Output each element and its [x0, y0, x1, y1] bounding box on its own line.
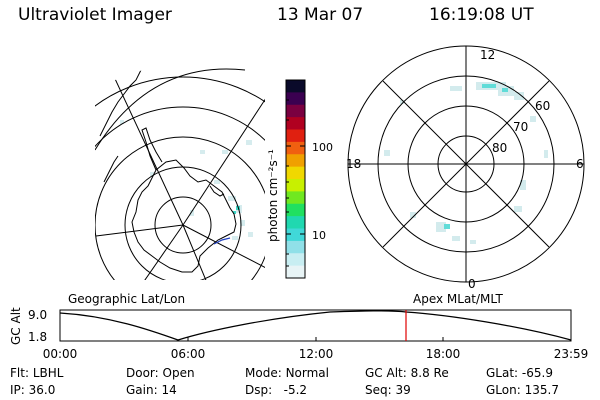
altitude-x-ticks [59, 337, 572, 341]
color-bar-segment [286, 80, 305, 93]
apex-panel-label: Apex MLat/MLT [413, 292, 503, 306]
altitude-plot-frame [59, 309, 572, 342]
mlt-label-0: 0 [468, 277, 476, 291]
color-bar-tick-10: 10 [312, 229, 326, 242]
geographic-panel-label: Geographic Lat/Lon [68, 292, 185, 306]
color-bar-tick-100: 100 [312, 141, 333, 154]
color-bar-segment [286, 104, 305, 118]
mode-value: Normal [285, 366, 329, 380]
altitude-x-tick-2359: 23:59 [554, 347, 589, 361]
seq-status: Seq: 39 [365, 383, 411, 397]
gain-label: Gain: [126, 383, 158, 397]
color-bar-segment [286, 129, 305, 143]
coast-fragment-2 [209, 185, 225, 197]
color-bar-segment [286, 253, 305, 267]
mlat-label-80: 80 [492, 141, 507, 155]
polar-aurora-pixels [384, 82, 548, 244]
geographic-aurora-bright [233, 206, 240, 214]
gain-value: 14 [161, 383, 177, 397]
altitude-x-tick-0600: 06:00 [171, 347, 206, 361]
dsp-label: Dsp: [245, 383, 273, 397]
meridian-lines [95, 67, 265, 280]
glat-value: -65.9 [521, 366, 553, 380]
seq-value: 39 [395, 383, 411, 397]
color-bar-segment [286, 166, 305, 180]
color-bar-frame [285, 79, 306, 279]
color-bar-segment [286, 265, 305, 279]
mlt-label-12: 12 [480, 48, 495, 62]
altitude-axis-label: GC Alt [9, 307, 23, 345]
filter-value: LBHL [32, 366, 64, 380]
color-bar-segment [286, 141, 305, 155]
seq-label: Seq: [365, 383, 392, 397]
door-status: Door: Open [126, 366, 195, 380]
altitude-x-tick-0000: 00:00 [43, 347, 78, 361]
door-value: Open [162, 366, 195, 380]
altitude-x-tick-1200: 12:00 [299, 347, 334, 361]
altitude-y-tick-1.8: 1.8 [28, 330, 47, 344]
antarctica-coastline [131, 159, 237, 273]
south-america-coastline [99, 65, 155, 137]
color-bar-segment [286, 117, 305, 131]
mlat-label-60: 60 [535, 99, 550, 113]
instrument-title: Ultraviolet Imager [18, 5, 172, 25]
polar-plot [347, 45, 585, 283]
altitude-y-tick-9: 9.0 [28, 308, 47, 322]
geographic-map [95, 65, 265, 280]
mlt-label-6: 6 [576, 157, 584, 171]
gcalt-value: 8.8 Re [410, 366, 449, 380]
color-bar-segment [286, 203, 305, 217]
gcalt-status: GC Alt: 8.8 Re [365, 366, 449, 380]
glon-label: GLon: [486, 383, 521, 397]
geographic-aurora-pixels [120, 120, 253, 240]
glon-value: 135.7 [524, 383, 559, 397]
mlt-label-18: 18 [346, 157, 361, 171]
mode-label: Mode: [245, 366, 282, 380]
antarctic-peninsula [141, 127, 163, 171]
glat-status: GLat: -65.9 [486, 366, 553, 380]
altitude-plot [59, 309, 572, 342]
dsp-value: -5.2 [283, 383, 308, 397]
color-bar-segment [286, 179, 305, 192]
mlat-label-70: 70 [513, 120, 528, 134]
gcalt-label: GC Alt: [365, 366, 407, 380]
earth-limb [95, 68, 246, 151]
glon-status: GLon: 135.7 [486, 383, 559, 397]
altitude-curve [59, 310, 572, 341]
color-bar-segment [286, 228, 305, 242]
color-bar-segment [286, 191, 305, 205]
door-label: Door: [126, 366, 159, 380]
color-bar-ticks [286, 99, 305, 267]
coast-fragment-1 [103, 155, 119, 183]
color-bar-segment [286, 154, 305, 168]
gain-status: Gain: 14 [126, 383, 177, 397]
filter-status: Flt: LBHL [10, 366, 63, 380]
color-bar-unit-label: photon cm⁻²s⁻¹ [266, 149, 280, 242]
image-date: 13 Mar 07 [277, 5, 364, 25]
dsp-status: Dsp: -5.2 [245, 383, 307, 397]
ip-value: 36.0 [28, 383, 56, 397]
color-bar [286, 80, 305, 279]
ip-label: IP: [10, 383, 25, 397]
color-bar-segment [286, 216, 305, 230]
color-bar-segment [286, 92, 305, 106]
filter-label: Flt: [10, 366, 29, 380]
color-bar-segment [286, 240, 305, 254]
mode-status: Mode: Normal [245, 366, 329, 380]
blue-ice-shelf [213, 237, 231, 245]
ip-status: IP: 36.0 [10, 383, 55, 397]
altitude-x-tick-1800: 18:00 [426, 347, 461, 361]
image-time: 16:19:08 UT [429, 5, 534, 25]
polar-grid [347, 45, 585, 283]
glat-label: GLat: [486, 366, 519, 380]
